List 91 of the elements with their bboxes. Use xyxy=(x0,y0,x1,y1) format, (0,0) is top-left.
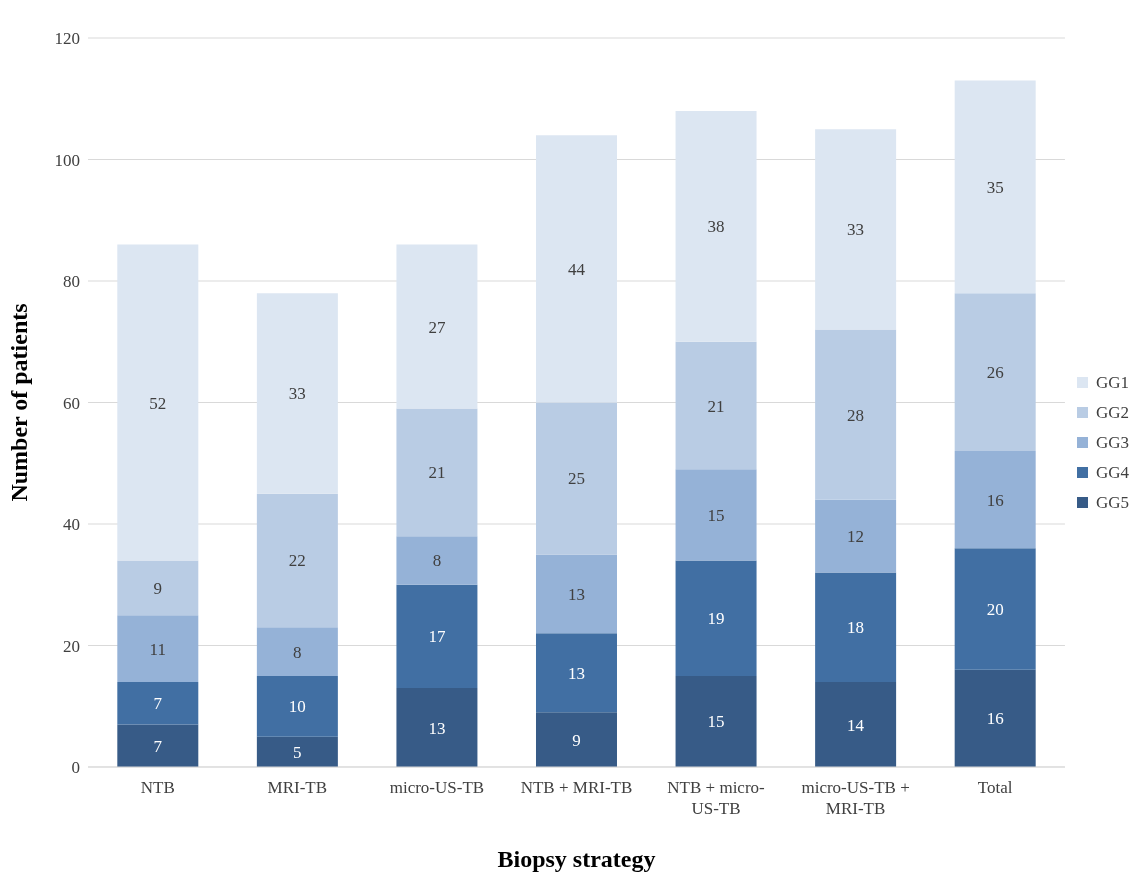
x-tick-label: micro-US-TB + MRI-TB xyxy=(801,778,910,818)
data-label: 20 xyxy=(986,600,1004,620)
data-label: 19 xyxy=(707,609,725,629)
data-label: 11 xyxy=(149,639,166,659)
bar xyxy=(396,244,478,409)
data-label: 16 xyxy=(986,709,1004,729)
x-tick-label: NTB xyxy=(140,778,175,797)
x-tick-label: micro-US-TB xyxy=(389,778,485,797)
data-label: 35 xyxy=(986,177,1004,197)
x-tick-label: NTB + micro-US-TB xyxy=(667,778,766,818)
bar xyxy=(117,560,199,616)
bar xyxy=(536,633,617,713)
bar xyxy=(256,493,338,628)
data-label: 8 xyxy=(293,642,302,662)
bar xyxy=(954,80,1036,294)
legend-label: GG2 xyxy=(1095,402,1129,423)
bar xyxy=(815,499,897,573)
data-label: 13 xyxy=(428,718,446,738)
y-tick-label: 40 xyxy=(63,515,80,535)
data-label: 26 xyxy=(986,363,1004,383)
bar xyxy=(675,341,757,470)
bar xyxy=(396,536,478,585)
data-label: 7 xyxy=(153,694,163,714)
data-label: 33 xyxy=(847,220,865,240)
y-tick-label: 80 xyxy=(63,272,80,292)
bar xyxy=(536,712,617,767)
y-tick-label: 0 xyxy=(71,758,80,778)
bar xyxy=(256,736,338,767)
data-label: 9 xyxy=(572,730,581,750)
bar xyxy=(954,548,1036,670)
bar xyxy=(117,724,199,767)
data-label: 21 xyxy=(428,463,446,483)
y-tick-label: 60 xyxy=(63,393,80,413)
bar xyxy=(675,110,757,342)
data-label: 33 xyxy=(288,384,306,404)
data-label: 7 xyxy=(153,736,163,756)
bar xyxy=(117,244,199,561)
bar xyxy=(954,293,1036,452)
data-label: 15 xyxy=(707,712,725,732)
bar xyxy=(396,584,478,689)
data-label: 17 xyxy=(428,627,446,647)
bar xyxy=(117,681,199,725)
bar xyxy=(117,615,199,682)
data-label: 22 xyxy=(288,551,306,571)
y-axis-title: Number of patients xyxy=(5,303,32,502)
bar xyxy=(954,669,1036,767)
data-label: 14 xyxy=(847,715,865,735)
y-tick-label: 120 xyxy=(54,29,80,49)
bar xyxy=(815,681,897,767)
bar xyxy=(536,554,617,634)
data-label: 27 xyxy=(428,317,446,337)
bar xyxy=(954,451,1036,549)
data-label: 5 xyxy=(293,742,302,762)
data-label: 18 xyxy=(847,618,865,638)
bar xyxy=(256,293,338,494)
bar xyxy=(536,402,617,555)
bar xyxy=(536,135,617,403)
bar xyxy=(675,675,757,767)
x-tick-label: Total xyxy=(977,778,1013,797)
data-label: 15 xyxy=(707,505,725,525)
x-tick-label: MRI-TB xyxy=(267,778,328,797)
bar xyxy=(256,627,338,676)
y-tick-label: 20 xyxy=(63,636,80,656)
data-label: 25 xyxy=(568,469,585,489)
bar xyxy=(675,560,757,676)
data-label: 44 xyxy=(568,259,586,279)
data-label: 52 xyxy=(149,393,167,413)
legend-label: GG3 xyxy=(1095,432,1129,453)
data-label: 13 xyxy=(568,584,585,604)
data-label: 13 xyxy=(568,663,585,683)
x-axis-title: Biopsy strategy xyxy=(497,846,656,872)
data-label: 21 xyxy=(707,396,725,416)
data-label: 10 xyxy=(288,697,306,717)
legend-label: GG4 xyxy=(1095,462,1129,483)
data-label: 12 xyxy=(847,527,865,547)
x-tick-label: NTB + MRI-TB xyxy=(520,778,633,797)
bar xyxy=(815,329,897,500)
data-label: 28 xyxy=(847,405,865,425)
data-label: 38 xyxy=(707,217,725,237)
bar xyxy=(396,408,478,537)
data-label: 9 xyxy=(153,578,163,598)
bar xyxy=(675,469,757,561)
data-label: 16 xyxy=(986,490,1004,510)
y-tick-label: 100 xyxy=(54,150,80,170)
legend-label: GG5 xyxy=(1095,492,1129,513)
legend-label: GG1 xyxy=(1095,372,1129,393)
bar xyxy=(815,572,897,682)
bar xyxy=(256,675,338,737)
data-label: 8 xyxy=(432,551,442,571)
bar xyxy=(815,129,897,330)
bar xyxy=(396,688,478,767)
